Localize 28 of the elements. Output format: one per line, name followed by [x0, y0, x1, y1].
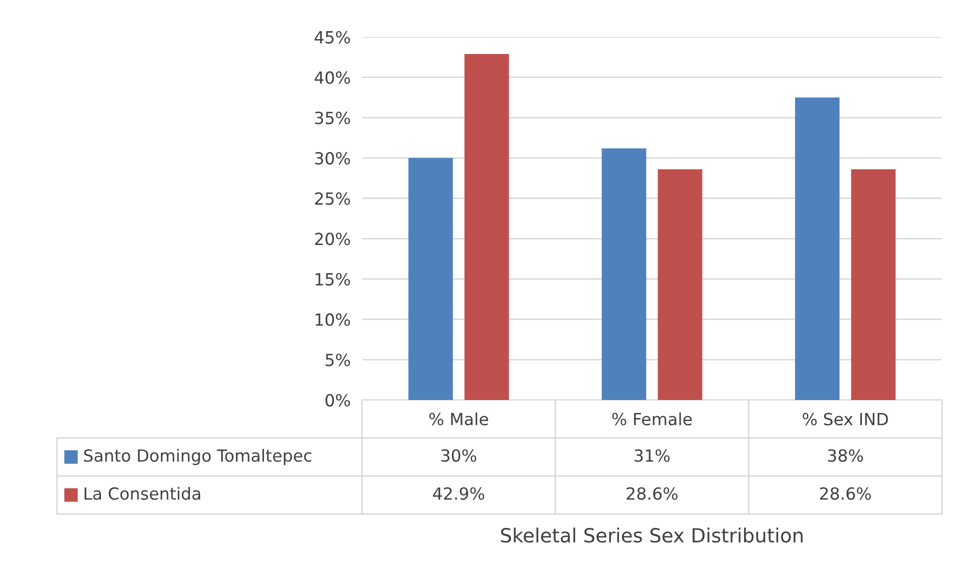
data-label: 42.9%: [433, 487, 484, 500]
bar: [795, 98, 840, 400]
data-label: 38%: [828, 449, 863, 462]
x-tick-label: % Male: [429, 412, 488, 426]
y-tick-label: 25%: [315, 192, 350, 205]
data-label: 31%: [634, 449, 670, 462]
legend-label: Santo Domingo Tomaltepec: [84, 448, 312, 466]
bar: [851, 169, 896, 400]
y-tick-label: 0%: [326, 394, 350, 407]
y-tick-label: 30%: [315, 152, 350, 165]
x-tick-label: % Female: [612, 412, 692, 426]
y-tick-label: 20%: [315, 232, 350, 246]
text: Skeletal Series Sex Distribution: [501, 528, 803, 543]
y-tick-label: 45%: [314, 30, 350, 44]
bar: [464, 54, 509, 400]
data-label: 28.6%: [626, 487, 678, 500]
y-tick-label: 5%: [326, 354, 350, 366]
y-tick-label: 10%: [316, 313, 350, 326]
bar: [602, 148, 646, 400]
y-tick-label: 35%: [315, 112, 350, 124]
bar: [408, 158, 453, 400]
data-label: 28.6%: [820, 487, 871, 500]
x-tick-label: % Sex IND: [802, 412, 888, 426]
y-tick-label: 15%: [316, 272, 350, 286]
bar: [658, 169, 702, 400]
y-tick-label: 40%: [314, 71, 350, 84]
data-label: 30%: [441, 449, 476, 462]
legend-label: La Consentida: [84, 486, 200, 500]
